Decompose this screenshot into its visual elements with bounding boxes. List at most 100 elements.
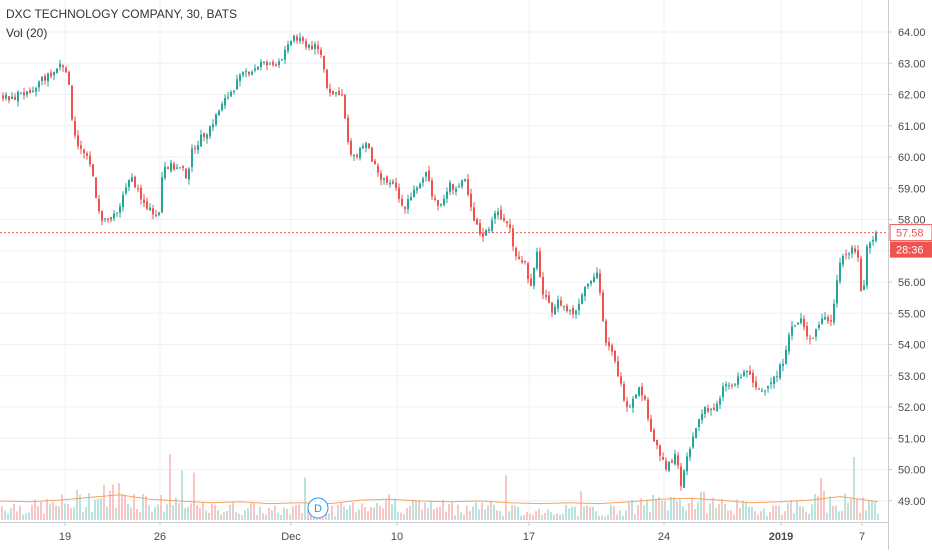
candle-body <box>230 91 232 97</box>
volume-bar <box>757 514 759 520</box>
volume-bar <box>52 502 54 520</box>
candle-body <box>272 61 274 65</box>
volume-bar <box>292 506 294 520</box>
candle-body <box>731 385 733 387</box>
volume-bar <box>106 506 108 520</box>
candle-body <box>851 247 853 254</box>
volume-bar <box>364 506 366 520</box>
volume-bar <box>154 507 156 520</box>
y-tick-label: 62.00 <box>898 90 926 102</box>
y-tick-label: 58.00 <box>898 215 926 227</box>
candle-body <box>767 385 769 389</box>
candle-body <box>347 117 349 142</box>
volume-bar <box>643 505 645 520</box>
candle-body <box>305 40 307 48</box>
candle-body <box>47 73 49 82</box>
candle-body <box>617 361 619 377</box>
volume-bar <box>814 493 816 520</box>
candle-body <box>695 428 697 438</box>
candle-body <box>266 62 268 66</box>
volume-bar <box>400 512 402 520</box>
candle-body <box>239 74 241 81</box>
candle-body <box>863 285 865 290</box>
volume-bar <box>94 499 96 520</box>
volume-bar <box>49 503 51 520</box>
candle-body <box>332 90 334 95</box>
volume-bar <box>535 511 537 520</box>
candle-body <box>161 177 163 213</box>
volume-bar <box>511 505 513 520</box>
volume-bar <box>16 511 18 520</box>
candle-body <box>152 208 154 215</box>
candle-body <box>776 376 778 378</box>
x-tick-label: 10 <box>391 531 403 543</box>
volume-bar <box>466 505 468 520</box>
candle-body <box>362 145 364 149</box>
volume-bar <box>10 508 12 520</box>
candle-body <box>587 283 589 287</box>
volume-bar <box>544 512 546 520</box>
volume-bar <box>574 506 576 520</box>
volume-bar <box>580 491 582 520</box>
volume-bar <box>784 511 786 520</box>
volume-bar <box>196 505 198 520</box>
candle-body <box>638 387 640 396</box>
candle-body <box>125 187 127 194</box>
volume-bar <box>34 499 36 520</box>
y-tick-label: 55.00 <box>898 308 926 320</box>
volume-bar <box>31 504 33 520</box>
volume-bar <box>64 503 66 520</box>
volume-bar <box>163 511 165 520</box>
volume-bar <box>358 509 360 520</box>
volume-bar <box>37 506 39 520</box>
candle-body <box>734 384 736 386</box>
candle-body <box>335 92 337 94</box>
volume-bar <box>151 511 153 520</box>
volume-bar <box>148 505 150 520</box>
y-tick-label: 61.00 <box>898 121 926 133</box>
candle-body <box>809 338 811 340</box>
candle-body <box>689 448 691 457</box>
volume-bar <box>610 504 612 520</box>
candle-body <box>134 176 136 188</box>
volume-bar <box>616 514 618 520</box>
volume-bar <box>256 515 258 520</box>
volume-bar <box>763 508 765 520</box>
candle-body <box>53 71 55 76</box>
volume-bar <box>388 494 390 520</box>
candle-body <box>215 114 217 125</box>
volume-bar <box>376 502 378 520</box>
candle-body <box>14 96 16 100</box>
candle-body <box>842 255 844 265</box>
dividend-marker[interactable]: D <box>307 497 329 519</box>
candle-body <box>371 147 373 162</box>
volume-bar <box>277 512 279 520</box>
candle-body <box>812 337 814 339</box>
volume-bar <box>754 511 756 520</box>
volume-bar <box>205 510 207 520</box>
volume-bar <box>724 504 726 520</box>
volume-bar <box>283 507 285 520</box>
candle-body <box>410 196 412 201</box>
y-tick-label: 63.00 <box>898 58 926 70</box>
volume-bar <box>157 504 159 520</box>
volume-bar <box>124 495 126 520</box>
candle-body <box>680 466 682 487</box>
volume-bar <box>676 501 678 520</box>
candle-body <box>719 398 721 405</box>
dividend-marker-label: D <box>314 503 322 515</box>
volume-bar <box>406 507 408 520</box>
candle-body <box>713 407 715 411</box>
volume-bar <box>619 510 621 520</box>
volume-bar <box>355 512 357 520</box>
candle-body <box>608 342 610 347</box>
volume-bar <box>298 504 300 520</box>
candle-body <box>197 145 199 151</box>
candle-body <box>20 92 22 94</box>
volume-bar <box>520 515 522 520</box>
candle-body <box>530 278 532 286</box>
candle-body <box>845 254 847 256</box>
candle-body <box>122 194 124 208</box>
volume-bar <box>463 515 465 520</box>
